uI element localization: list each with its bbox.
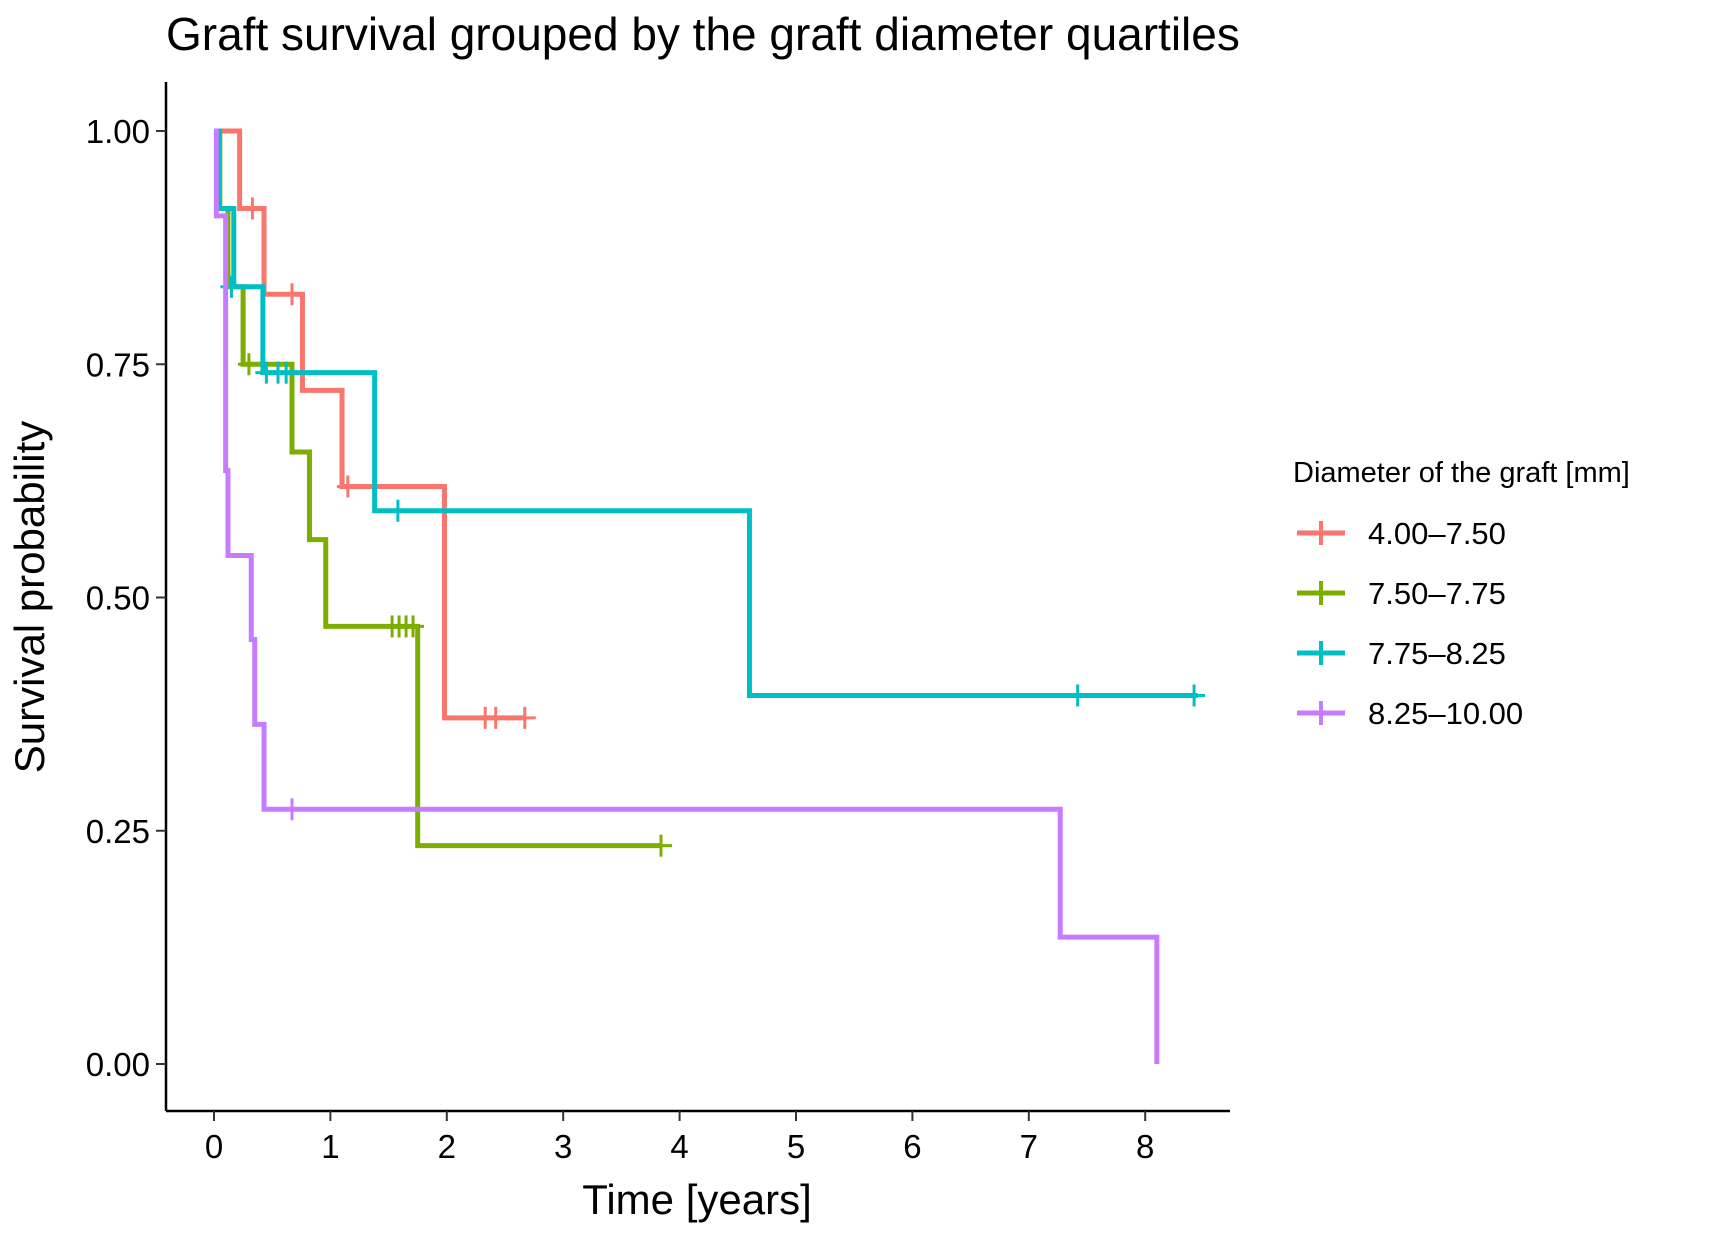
chart-title: Graft survival grouped by the graft diam… (166, 8, 1240, 60)
legend-title: Diameter of the graft [mm] (1293, 457, 1630, 489)
legend-item: 7.75–8.25 (1297, 636, 1506, 671)
x-tick-label: 0 (205, 1128, 223, 1165)
y-axis-title: Survival probability (6, 421, 53, 774)
y-axis-ticks: 0.00 0.25 0.50 0.75 1.00 (86, 113, 166, 1083)
legend-label: 7.75–8.25 (1368, 636, 1506, 671)
y-tick-label: 1.00 (86, 113, 150, 150)
legend-item: 4.00–7.50 (1297, 516, 1506, 551)
x-tick-label: 1 (321, 1128, 339, 1165)
y-tick-label: 0.00 (86, 1046, 150, 1083)
x-tick-label: 6 (903, 1128, 921, 1165)
survival-curve (214, 128, 1198, 698)
legend: Diameter of the graft [mm] 4.00–7.50 7.50… (1293, 457, 1630, 731)
x-tick-label: 7 (1020, 1128, 1038, 1165)
series-4 (213, 128, 1160, 1064)
survival-curve (213, 128, 1160, 1064)
x-tick-label: 3 (554, 1128, 572, 1165)
x-tick-label: 5 (787, 1128, 805, 1165)
series-group (213, 128, 1206, 1064)
series-3 (214, 128, 1206, 707)
x-tick-label: 4 (670, 1128, 688, 1165)
x-axis-ticks: 0 1 2 3 4 5 6 7 8 (205, 1111, 1154, 1165)
legend-label: 7.50–7.75 (1368, 576, 1506, 611)
y-tick-label: 0.25 (86, 813, 150, 850)
survival-curve (214, 128, 525, 721)
x-tick-label: 2 (438, 1128, 456, 1165)
legend-items: 4.00–7.50 7.50–7.75 7.75–8.25 8.25–10.00 (1297, 516, 1523, 731)
legend-label: 4.00–7.50 (1368, 516, 1506, 551)
x-tick-label: 8 (1136, 1128, 1154, 1165)
series-1 (214, 128, 536, 729)
legend-label: 8.25–10.00 (1368, 696, 1523, 731)
legend-item: 8.25–10.00 (1297, 696, 1523, 731)
x-axis-title: Time [years] (582, 1176, 811, 1223)
legend-item: 7.50–7.75 (1297, 576, 1506, 611)
y-tick-label: 0.75 (86, 346, 150, 383)
y-tick-label: 0.50 (86, 580, 150, 617)
